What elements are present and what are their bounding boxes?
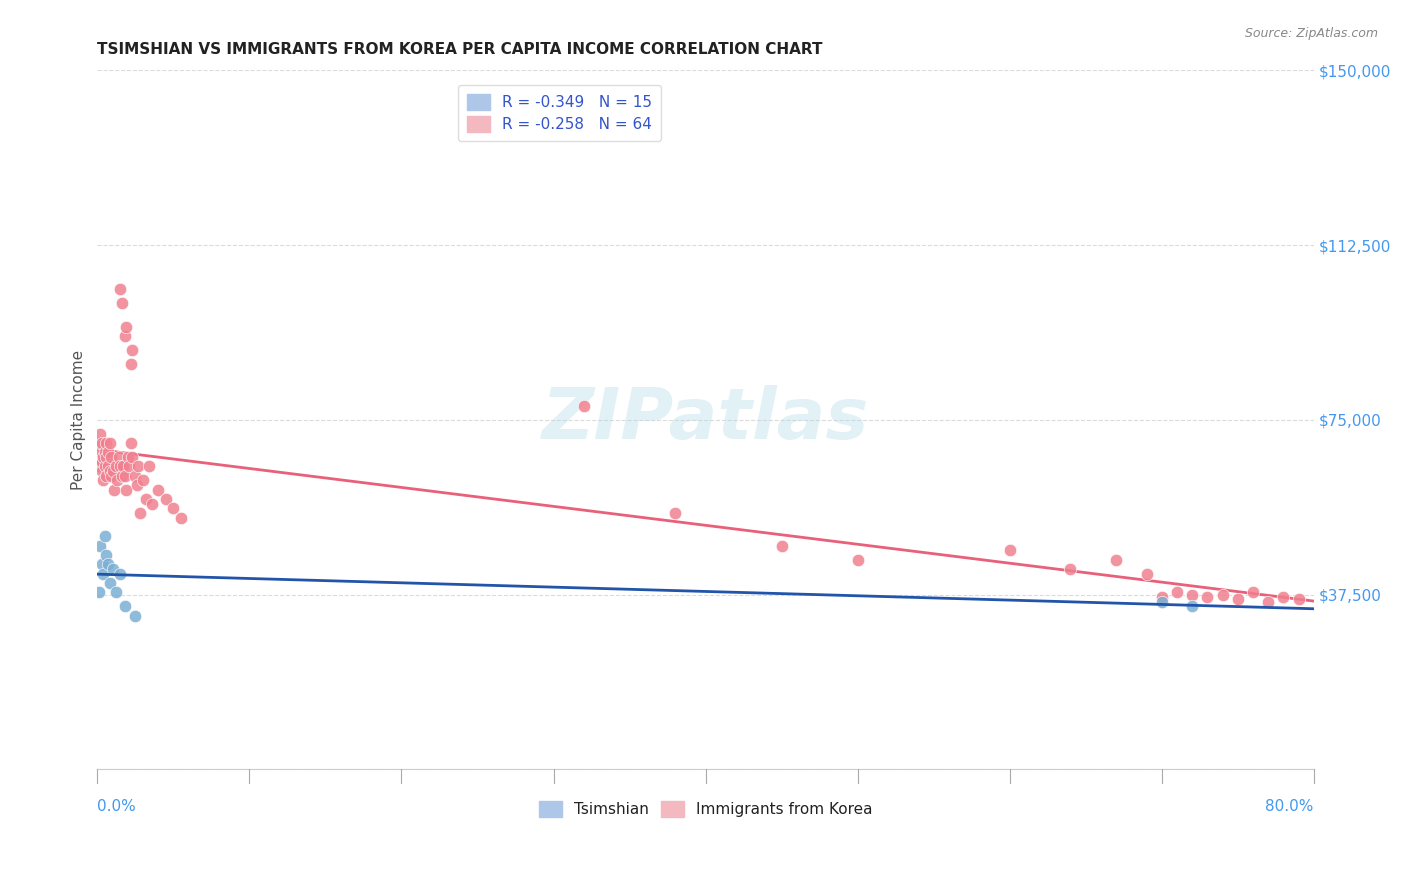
Point [111, 468, 134, 483]
Point [112, 459, 135, 474]
Point [129, 506, 152, 520]
Point [846, 552, 869, 566]
Text: Source: ZipAtlas.com: Source: ZipAtlas.com [1244, 27, 1378, 40]
Point [770, 539, 793, 553]
Point [1181, 599, 1204, 614]
Legend: Tsimshian, Immigrants from Korea: Tsimshian, Immigrants from Korea [531, 793, 880, 824]
Point [132, 474, 155, 488]
Point [87, 585, 110, 599]
Point [115, 483, 138, 497]
Point [93, 566, 115, 581]
Point [1150, 594, 1173, 608]
Point [120, 436, 142, 450]
Point [125, 478, 148, 492]
Point [101, 562, 124, 576]
Point [1288, 592, 1310, 607]
Point [124, 608, 146, 623]
Point [90, 455, 112, 469]
Point [998, 543, 1021, 558]
Point [97, 459, 120, 474]
Text: TSIMSHIAN VS IMMIGRANTS FROM KOREA PER CAPITA INCOME CORRELATION CHART: TSIMSHIAN VS IMMIGRANTS FROM KOREA PER C… [97, 42, 823, 57]
Point [572, 399, 595, 413]
Point [170, 510, 193, 524]
Point [127, 459, 149, 474]
Point [1135, 566, 1157, 581]
Point [104, 459, 127, 474]
Point [94, 445, 117, 459]
Point [114, 599, 136, 614]
Point [97, 558, 120, 572]
Point [90, 436, 112, 450]
Text: 0.0%: 0.0% [97, 799, 136, 814]
Point [98, 436, 121, 450]
Point [97, 445, 120, 459]
Point [89, 539, 111, 553]
Point [89, 426, 111, 441]
Point [98, 576, 121, 591]
Point [104, 585, 127, 599]
Point [96, 450, 118, 464]
Point [103, 483, 125, 497]
Point [108, 282, 131, 296]
Point [138, 459, 160, 474]
Point [1059, 562, 1081, 576]
Point [98, 464, 121, 478]
Point [96, 548, 118, 562]
Point [107, 450, 129, 464]
Point [94, 459, 117, 474]
Point [100, 450, 122, 464]
Point [1257, 594, 1279, 608]
Point [96, 436, 118, 450]
Point [89, 436, 111, 450]
Point [1197, 590, 1219, 604]
Point [162, 501, 184, 516]
Point [1105, 552, 1128, 566]
Y-axis label: Per Capita Income: Per Capita Income [72, 350, 86, 490]
Point [101, 464, 124, 478]
Point [111, 296, 134, 310]
Point [87, 445, 110, 459]
Point [664, 506, 686, 520]
Point [120, 357, 142, 371]
Point [155, 491, 177, 506]
Point [1181, 588, 1204, 602]
Point [114, 468, 136, 483]
Point [135, 491, 157, 506]
Point [94, 529, 117, 543]
Point [1272, 590, 1295, 604]
Point [1166, 585, 1188, 599]
Point [115, 319, 138, 334]
Point [1226, 592, 1249, 607]
Point [93, 450, 115, 464]
Point [117, 450, 139, 464]
Point [124, 468, 146, 483]
Point [114, 329, 136, 343]
Point [108, 459, 131, 474]
Point [141, 497, 163, 511]
Point [100, 468, 122, 483]
Text: 80.0%: 80.0% [1265, 799, 1313, 814]
Point [90, 464, 112, 478]
Point [108, 566, 131, 581]
Point [1241, 585, 1264, 599]
Point [146, 483, 169, 497]
Text: ZIPatlas: ZIPatlas [541, 385, 869, 454]
Point [121, 343, 143, 357]
Point [93, 474, 115, 488]
Point [1212, 588, 1234, 602]
Point [90, 558, 112, 572]
Point [105, 474, 128, 488]
Point [96, 468, 118, 483]
Point [118, 459, 141, 474]
Point [1150, 590, 1173, 604]
Point [121, 450, 143, 464]
Point [87, 459, 110, 474]
